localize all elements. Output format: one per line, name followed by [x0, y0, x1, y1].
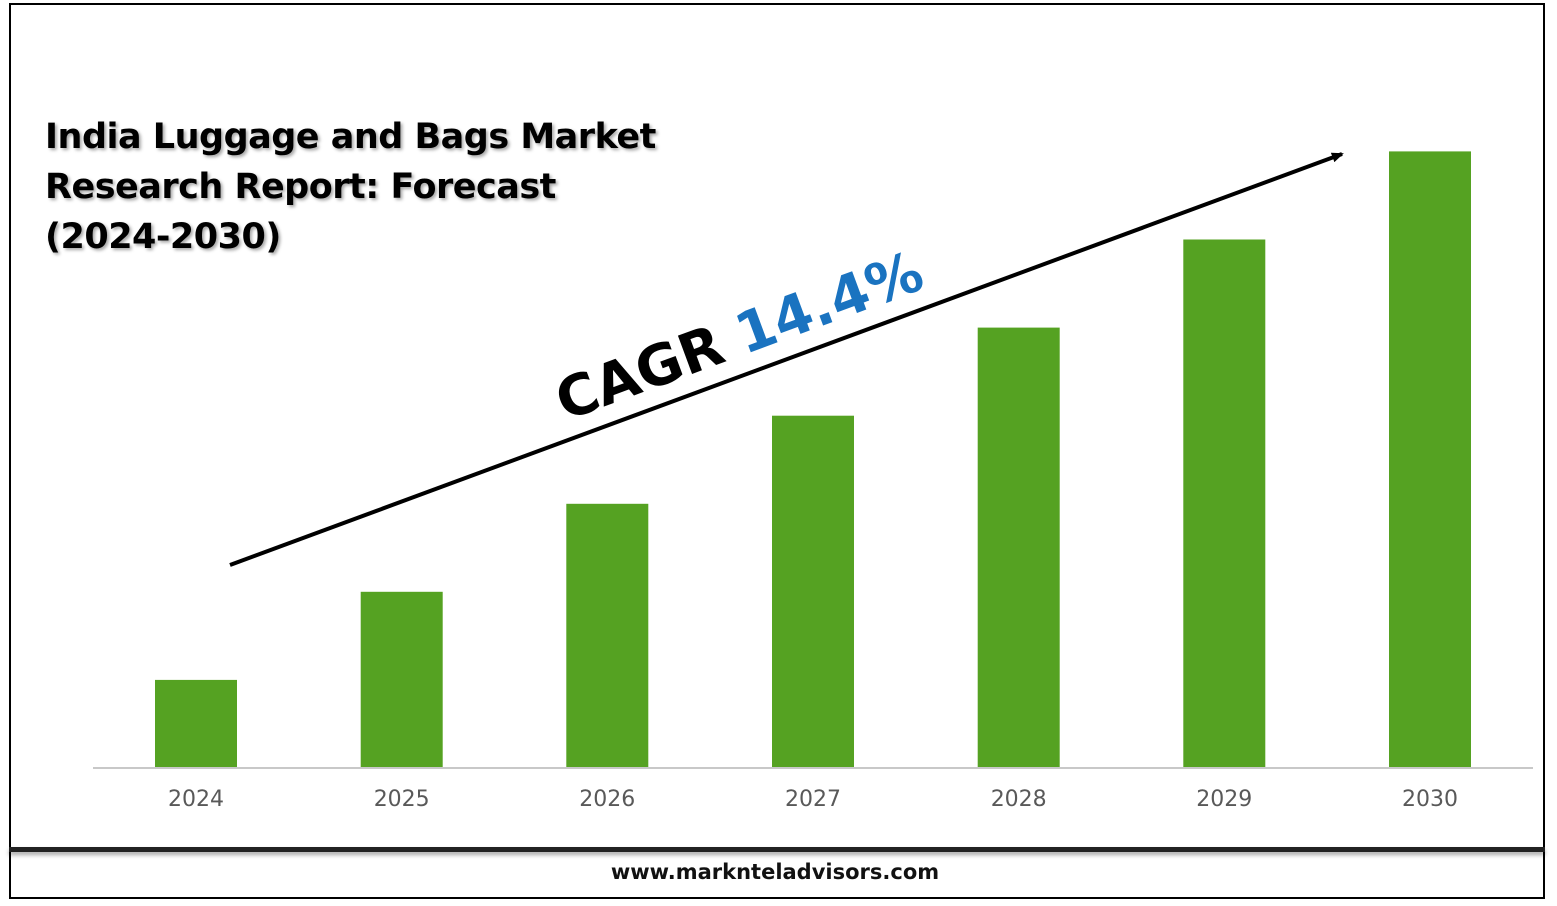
- x-tick-label-2028: 2028: [991, 787, 1047, 812]
- x-tick-labels: 2024 2025 2026 2027 2028 2029 2030: [168, 787, 1458, 812]
- footer-divider: [9, 847, 1545, 852]
- x-tick-label-2026: 2026: [579, 787, 635, 812]
- trend-arrow: [229, 152, 1344, 567]
- chart-title: India Luggage and Bags Market Research R…: [45, 117, 656, 257]
- footer-website: www.marknteladvisors.com: [610, 860, 940, 884]
- cagr-label: CAGR: [547, 313, 732, 434]
- x-tick-label-2029: 2029: [1196, 787, 1252, 812]
- bar-2028: [977, 327, 1060, 768]
- bar-2029: [1183, 239, 1266, 768]
- bar-2025: [360, 591, 443, 768]
- bar-2027: [772, 415, 854, 768]
- x-tick-label-2027: 2027: [785, 787, 841, 812]
- bar-2024: [155, 679, 237, 768]
- x-tick-label-2030: 2030: [1402, 787, 1458, 812]
- cagr-value: 14.4%: [727, 239, 932, 367]
- x-tick-label-2025: 2025: [374, 787, 430, 812]
- chart-frame: [9, 3, 1545, 899]
- x-tick-label-2024: 2024: [168, 787, 224, 812]
- cagr-annotation: CAGR14.4%: [547, 239, 931, 434]
- bar-2026: [566, 503, 649, 768]
- bars-group: [155, 151, 1471, 768]
- bar-2030: [1389, 151, 1471, 768]
